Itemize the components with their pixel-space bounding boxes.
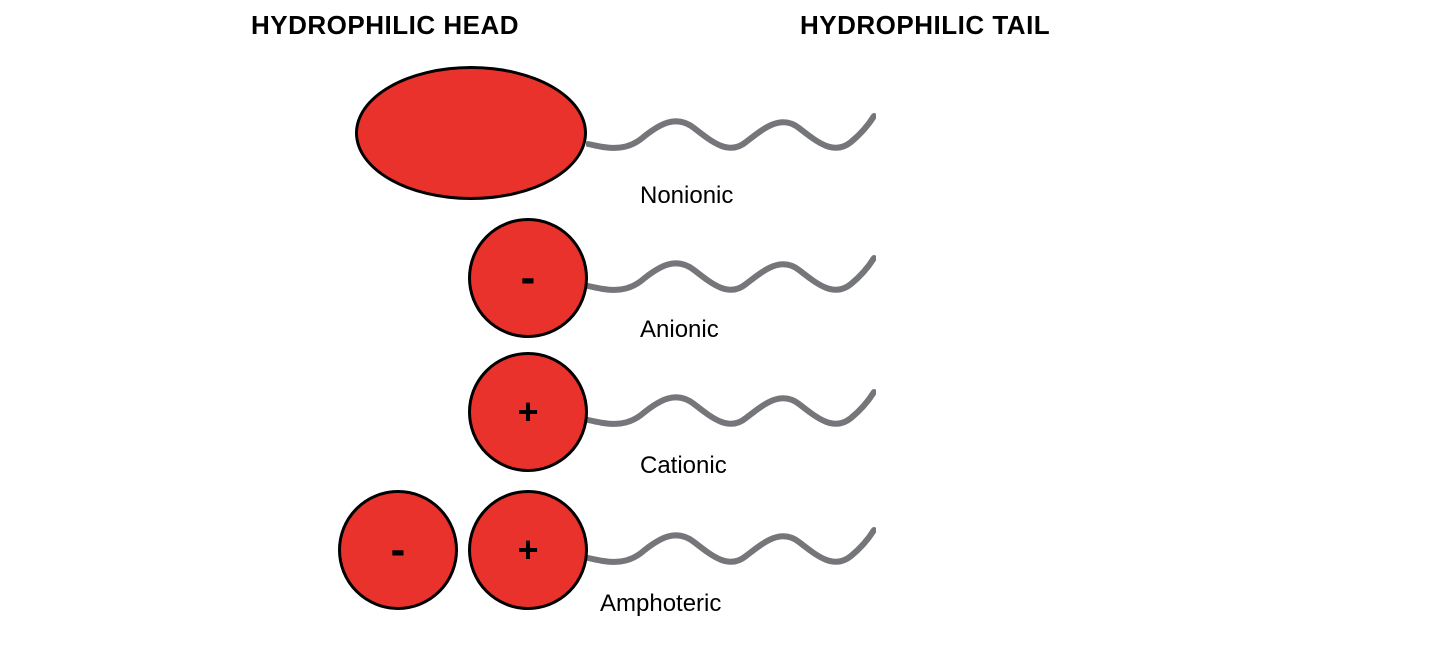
head-anionic: -: [468, 218, 588, 338]
label-cationic: Cationic: [640, 452, 727, 480]
tail-anionic: [586, 248, 876, 308]
tail-cationic: [586, 382, 876, 442]
tail-amphoteric: [586, 520, 876, 580]
charge-symbol: -: [521, 256, 536, 300]
head-amphoteric-0: -: [338, 490, 458, 610]
tail-nonionic: [586, 106, 876, 166]
head-cationic: +: [468, 352, 588, 472]
header-hydrophilic-head: HYDROPHILIC HEAD: [251, 10, 519, 41]
header-hydrophilic-tail: HYDROPHILIC TAIL: [800, 10, 1050, 41]
label-nonionic: Nonionic: [640, 182, 733, 210]
head-nonionic: [355, 66, 587, 200]
label-amphoteric: Amphoteric: [600, 590, 721, 618]
label-anionic: Anionic: [640, 316, 719, 344]
charge-symbol: +: [517, 394, 538, 430]
head-amphoteric-1: +: [468, 490, 588, 610]
charge-symbol: -: [391, 528, 406, 572]
charge-symbol: +: [517, 532, 538, 568]
